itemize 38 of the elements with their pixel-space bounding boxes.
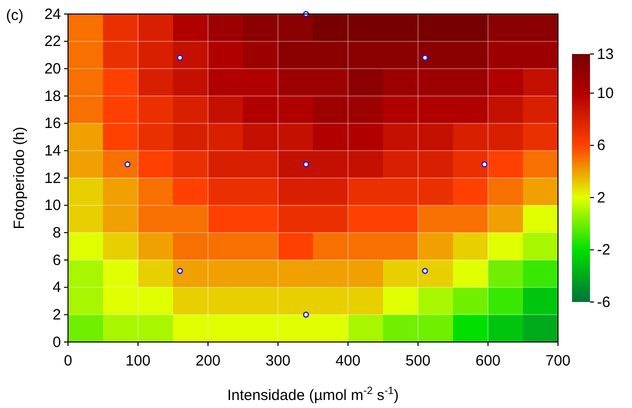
point [422,54,428,61]
y-tick-label: 2 [52,306,61,324]
y-tick-label: 18 [44,88,61,105]
x-tick-label: 0 [64,352,72,370]
y-tick-label: 16 [44,115,61,132]
x-axis-title: Intensidade (µmol m$^{-2}$ s$^{-1}$) [227,385,399,404]
point [302,161,310,168]
text: (c) [6,7,24,24]
x-tick-label: 200 [195,352,221,370]
y-tick-label: 12 [44,170,61,187]
y-tick-label: 8 [52,224,61,242]
point [302,312,310,318]
y-tick-label: 20 [44,60,61,78]
x-tick-label: 300 [265,352,291,370]
y-tick-label: 24 [44,6,61,23]
point [176,268,184,274]
y-tick-label: 6 [52,252,61,269]
point [422,268,428,274]
point [124,161,131,168]
y-tick-label: 0 [52,334,61,351]
y-tick-label: 4 [52,279,61,296]
color-bar-label: -6 [597,294,610,311]
y-tick-label: 14 [44,142,61,160]
x-tick-label: 500 [405,352,431,370]
x-tick-label: 700 [545,352,571,370]
x-tick-label: 600 [475,352,501,370]
color-bar-label: 6 [597,137,606,154]
y-tick-label: 10 [44,197,61,214]
x-tick-label: 100 [125,352,151,370]
color-bar-label: 13 [597,46,614,63]
y-tick-label: 22 [44,33,61,50]
y-axis-title: Fotoperiodo (h) [11,126,28,230]
x-tick-label: 400 [335,352,361,370]
color-bar-label: 2 [597,189,606,206]
point [176,54,184,61]
point [481,161,488,168]
color-bar-label: -2 [597,242,610,259]
color-bar-label: 10 [597,84,614,102]
